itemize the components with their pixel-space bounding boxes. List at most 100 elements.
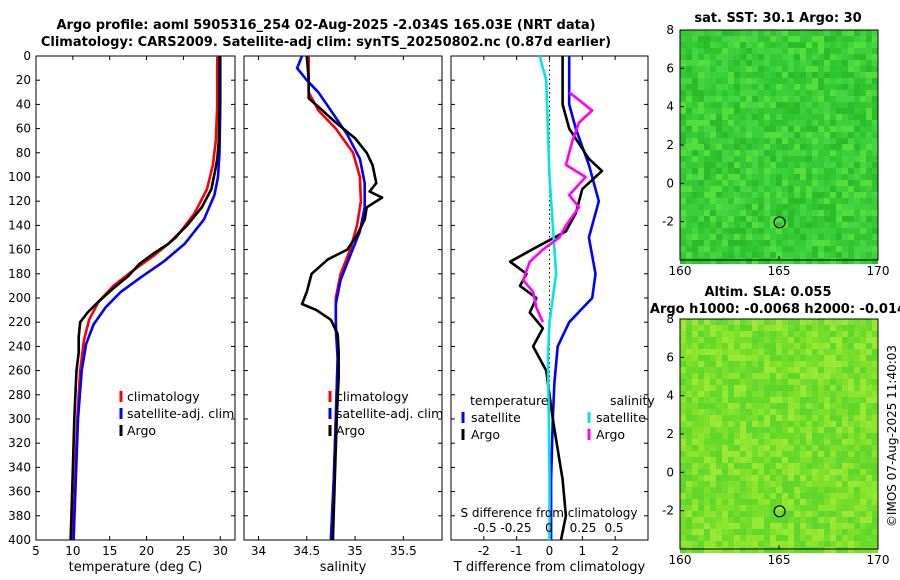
map-cell	[794, 156, 800, 162]
map-cell	[830, 355, 836, 361]
map-cell	[854, 252, 860, 258]
map-cell	[788, 511, 794, 517]
difference-legend-salinity-title: salinity	[610, 393, 655, 408]
map-cell	[752, 168, 758, 174]
map-cell	[692, 168, 698, 174]
map-cell	[680, 234, 686, 240]
map-cell	[800, 132, 806, 138]
map-cell	[860, 403, 866, 409]
map-cell	[830, 397, 836, 403]
map-cell	[728, 252, 734, 258]
map-cell	[716, 216, 722, 222]
map-cell	[782, 240, 788, 246]
map-cell	[728, 180, 734, 186]
map-cell	[782, 144, 788, 150]
map-cell	[728, 421, 734, 427]
map-cell	[740, 234, 746, 240]
map-cell	[692, 427, 698, 433]
map-cell	[716, 54, 722, 60]
map-cell	[788, 535, 794, 541]
map-cell	[782, 96, 788, 102]
map-cell	[728, 96, 734, 102]
map-cell	[854, 222, 860, 228]
map-cell	[734, 30, 740, 36]
map-cell	[770, 439, 776, 445]
map-cell	[848, 66, 854, 72]
map-cell	[782, 451, 788, 457]
map-cell	[686, 493, 692, 499]
map-cell	[860, 541, 866, 547]
map-cell	[728, 469, 734, 475]
depth-tick-label: 220	[8, 315, 31, 329]
map-cell	[794, 355, 800, 361]
map-cell	[800, 192, 806, 198]
map-cell	[824, 331, 830, 337]
map-cell	[860, 361, 866, 367]
map-cell	[854, 210, 860, 216]
map-cell	[740, 475, 746, 481]
map-cell	[746, 499, 752, 505]
map-cell	[758, 415, 764, 421]
map-cell	[788, 174, 794, 180]
map-cell	[872, 72, 878, 78]
map-cell	[680, 373, 686, 379]
map-cell	[752, 246, 758, 252]
map-cell	[728, 216, 734, 222]
map-sst_map-ytick-label: -2	[662, 215, 674, 229]
map-cell	[746, 168, 752, 174]
map-cell	[698, 475, 704, 481]
map-cell	[836, 547, 842, 553]
map-cell	[722, 54, 728, 60]
map-cell	[710, 84, 716, 90]
map-cell	[824, 114, 830, 120]
map-cell	[854, 379, 860, 385]
map-cell	[692, 90, 698, 96]
map-cell	[692, 547, 698, 553]
map-cell	[842, 469, 848, 475]
map-cell	[758, 529, 764, 535]
map-cell	[854, 84, 860, 90]
temperature-panel: 0204060801001201401601802002202402602803…	[8, 49, 236, 575]
depth-tick-label: 340	[8, 460, 31, 474]
map-cell	[746, 385, 752, 391]
map-cell	[764, 66, 770, 72]
map-cell	[848, 210, 854, 216]
map-cell	[776, 337, 782, 343]
map-cell	[866, 517, 872, 523]
map-cell	[812, 96, 818, 102]
map-cell	[758, 36, 764, 42]
map-cell	[848, 138, 854, 144]
map-cell	[740, 186, 746, 192]
map-cell	[704, 385, 710, 391]
map-cell	[758, 48, 764, 54]
map-cell	[794, 138, 800, 144]
map-cell	[740, 457, 746, 463]
map-cell	[854, 343, 860, 349]
map-cell	[824, 102, 830, 108]
map-cell	[776, 120, 782, 126]
map-cell	[866, 150, 872, 156]
map-cell	[770, 210, 776, 216]
map-cell	[698, 451, 704, 457]
map-cell	[866, 397, 872, 403]
map-cell	[764, 156, 770, 162]
map-cell	[830, 198, 836, 204]
map-cell	[716, 421, 722, 427]
map-cell	[824, 409, 830, 415]
map-cell	[734, 168, 740, 174]
map-cell	[866, 421, 872, 427]
map-cell	[842, 228, 848, 234]
map-cell	[812, 180, 818, 186]
map-cell	[866, 156, 872, 162]
depth-tick-label: 80	[16, 146, 31, 160]
map-cell	[794, 240, 800, 246]
map-cell	[806, 445, 812, 451]
map-cell	[848, 216, 854, 222]
map-cell	[752, 144, 758, 150]
map-cell	[824, 367, 830, 373]
map-cell	[740, 102, 746, 108]
salinity-difference-axis-label: S difference from climatology	[461, 506, 638, 520]
map-cell	[740, 258, 746, 264]
map-cell	[806, 84, 812, 90]
